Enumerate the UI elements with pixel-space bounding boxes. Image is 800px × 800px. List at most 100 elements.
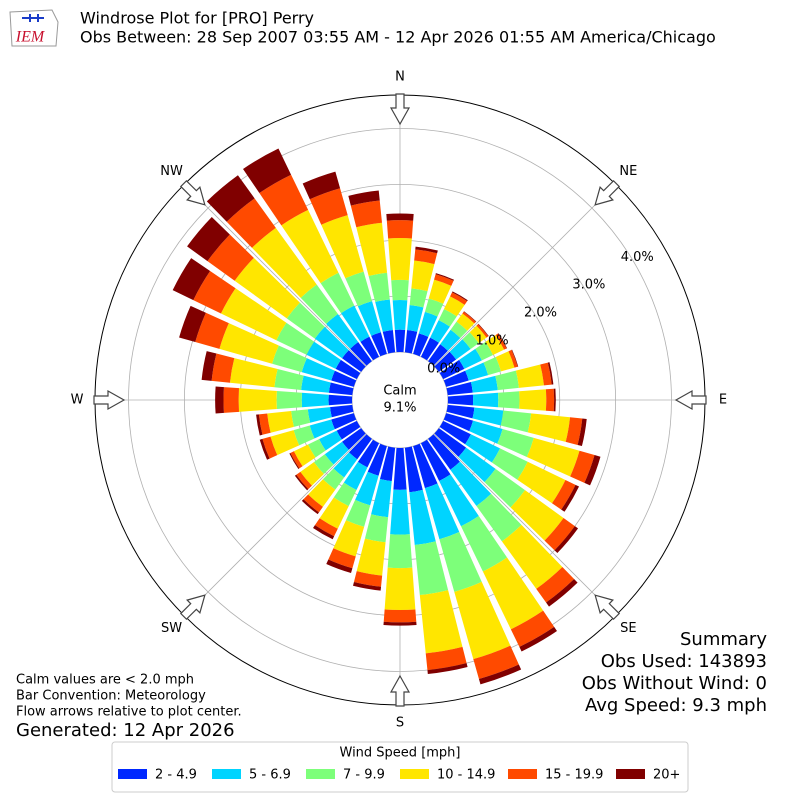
wind-bar-segment: [342, 428, 366, 450]
wind-bar-segment: [446, 404, 475, 419]
wind-bar-segment: [545, 388, 555, 412]
logo-text: IEM: [15, 29, 46, 46]
title: Windrose Plot for [PRO] Perry: [80, 9, 314, 28]
wind-bar-segment: [276, 322, 315, 355]
legend-swatch: [400, 769, 429, 779]
wind-bar-segment: [300, 462, 324, 486]
wind-bar-segment: [172, 258, 211, 301]
wind-bar-segment: [382, 330, 396, 354]
wind-bar-segment: [267, 411, 294, 433]
legend-label: 2 - 4.9: [155, 768, 197, 783]
wind-bar-segment: [322, 468, 345, 490]
wind-bar-segment: [443, 370, 469, 387]
summary-line: Obs Without Wind: 0: [582, 673, 767, 694]
logo-icon: [22, 14, 44, 22]
wind-bar-segment: [353, 571, 383, 587]
wind-bar-segment: [565, 417, 583, 445]
wind-bar-segment: [193, 270, 236, 314]
wind-bar-segment: [482, 557, 544, 630]
wind-bar-segment: [314, 518, 338, 537]
wind-bar-segment: [497, 429, 534, 458]
wind-bar-segment: [262, 436, 278, 459]
wind-bar-segment: [360, 336, 380, 361]
wind-bar-segment: [272, 345, 307, 373]
wind-bar-segment: [484, 468, 526, 508]
wind-bar-segment: [547, 362, 554, 385]
wind-bar-segment: [438, 308, 457, 327]
wind-bar-segment: [409, 489, 436, 546]
wind-bar-segment: [328, 394, 353, 406]
wind-bar-segment: [497, 333, 508, 349]
wind-bar-segment: [544, 517, 575, 551]
flow-arrow: [179, 179, 206, 206]
wind-bar-segment: [510, 490, 564, 541]
wind-bar-segment: [459, 348, 482, 369]
legend: 2 - 4.9 5 - 6.9 7 - 9.9 10 - 14.9 15 - 19.9 2…: [118, 768, 680, 783]
wind-bar-segment: [219, 323, 279, 364]
flow-arrow: [179, 594, 206, 621]
wind-bar-segment: [309, 419, 335, 439]
wind-bar-segment: [314, 326, 349, 359]
wind-bar-segment: [380, 446, 396, 482]
wind-bar-segment: [414, 541, 449, 596]
wind-bar-segment: [427, 663, 468, 674]
wind-bar-segment: [302, 171, 341, 200]
wind-bar-segment: [498, 391, 520, 409]
wind-bar-segment: [387, 534, 413, 569]
radial-grid-line: [184, 184, 367, 367]
wind-bar-segment: [495, 351, 515, 372]
wind-bar-segment: [439, 359, 465, 380]
subtitle: Obs Between: 28 Sep 2007 03:55 AM - 12 A…: [80, 28, 716, 47]
wind-bar-segment: [428, 344, 448, 366]
wind-bar-segment: [256, 414, 263, 436]
flow-arrow: [594, 179, 621, 206]
wind-bar-segment: [301, 358, 335, 381]
wind-bar-segment: [331, 413, 357, 430]
wind-bar-segment: [356, 538, 386, 576]
wind-bar-segment: [276, 390, 302, 410]
wind-bar-segment: [258, 413, 271, 435]
wind-bar-segment: [428, 434, 460, 470]
wind-bar-segment: [527, 413, 571, 442]
wind-bar-segment: [364, 514, 389, 543]
wind-bar-segment: [234, 257, 300, 319]
wind-bar-segment: [345, 499, 371, 527]
wind-bar-segment: [510, 610, 555, 647]
wind-bar-segment: [472, 392, 499, 408]
wind-bar-segment: [554, 526, 579, 554]
wind-bar-segment: [450, 292, 468, 305]
flow-arrow: [389, 674, 411, 707]
wind-bar-segment: [450, 321, 468, 338]
wind-bar-segment: [476, 324, 489, 338]
wind-bar-segment: [211, 353, 235, 383]
wind-bar-segment: [553, 388, 556, 412]
wind-bar-segment: [546, 579, 578, 607]
wind-bar-segment: [517, 461, 566, 504]
wind-bar-segment: [340, 305, 370, 342]
wind-bar-segment: [439, 531, 482, 592]
wind-bar-segment: [443, 413, 474, 432]
wind-bar-segment: [331, 370, 357, 387]
wind-bar-segment: [411, 260, 435, 292]
wind-bar-segment: [439, 420, 471, 445]
wind-bar-segment: [473, 645, 519, 679]
wind-bar-segment: [452, 291, 468, 302]
wind-bar-segment: [187, 216, 230, 262]
wind-bar-segment: [293, 425, 315, 446]
wind-bar-segment: [383, 621, 417, 626]
legend-swatch: [118, 769, 147, 779]
radial-grid-line: [433, 184, 616, 367]
wind-bar-segment: [561, 484, 580, 512]
wind-bar-segment: [319, 430, 342, 451]
wind-bar-segment: [404, 446, 423, 493]
wind-bar-segment: [252, 227, 317, 298]
legend-label: 7 - 9.9: [343, 768, 385, 783]
flow-arrow: [389, 93, 411, 126]
wind-bar-segment: [434, 274, 454, 286]
wind-bar-segment: [206, 175, 255, 222]
wind-bar-segment: [511, 349, 519, 367]
wind-bar-segment: [223, 387, 240, 413]
compass-label: S: [396, 716, 404, 731]
wind-bar-segment: [415, 246, 438, 254]
note: Calm values are < 2.0 mph: [16, 673, 194, 688]
